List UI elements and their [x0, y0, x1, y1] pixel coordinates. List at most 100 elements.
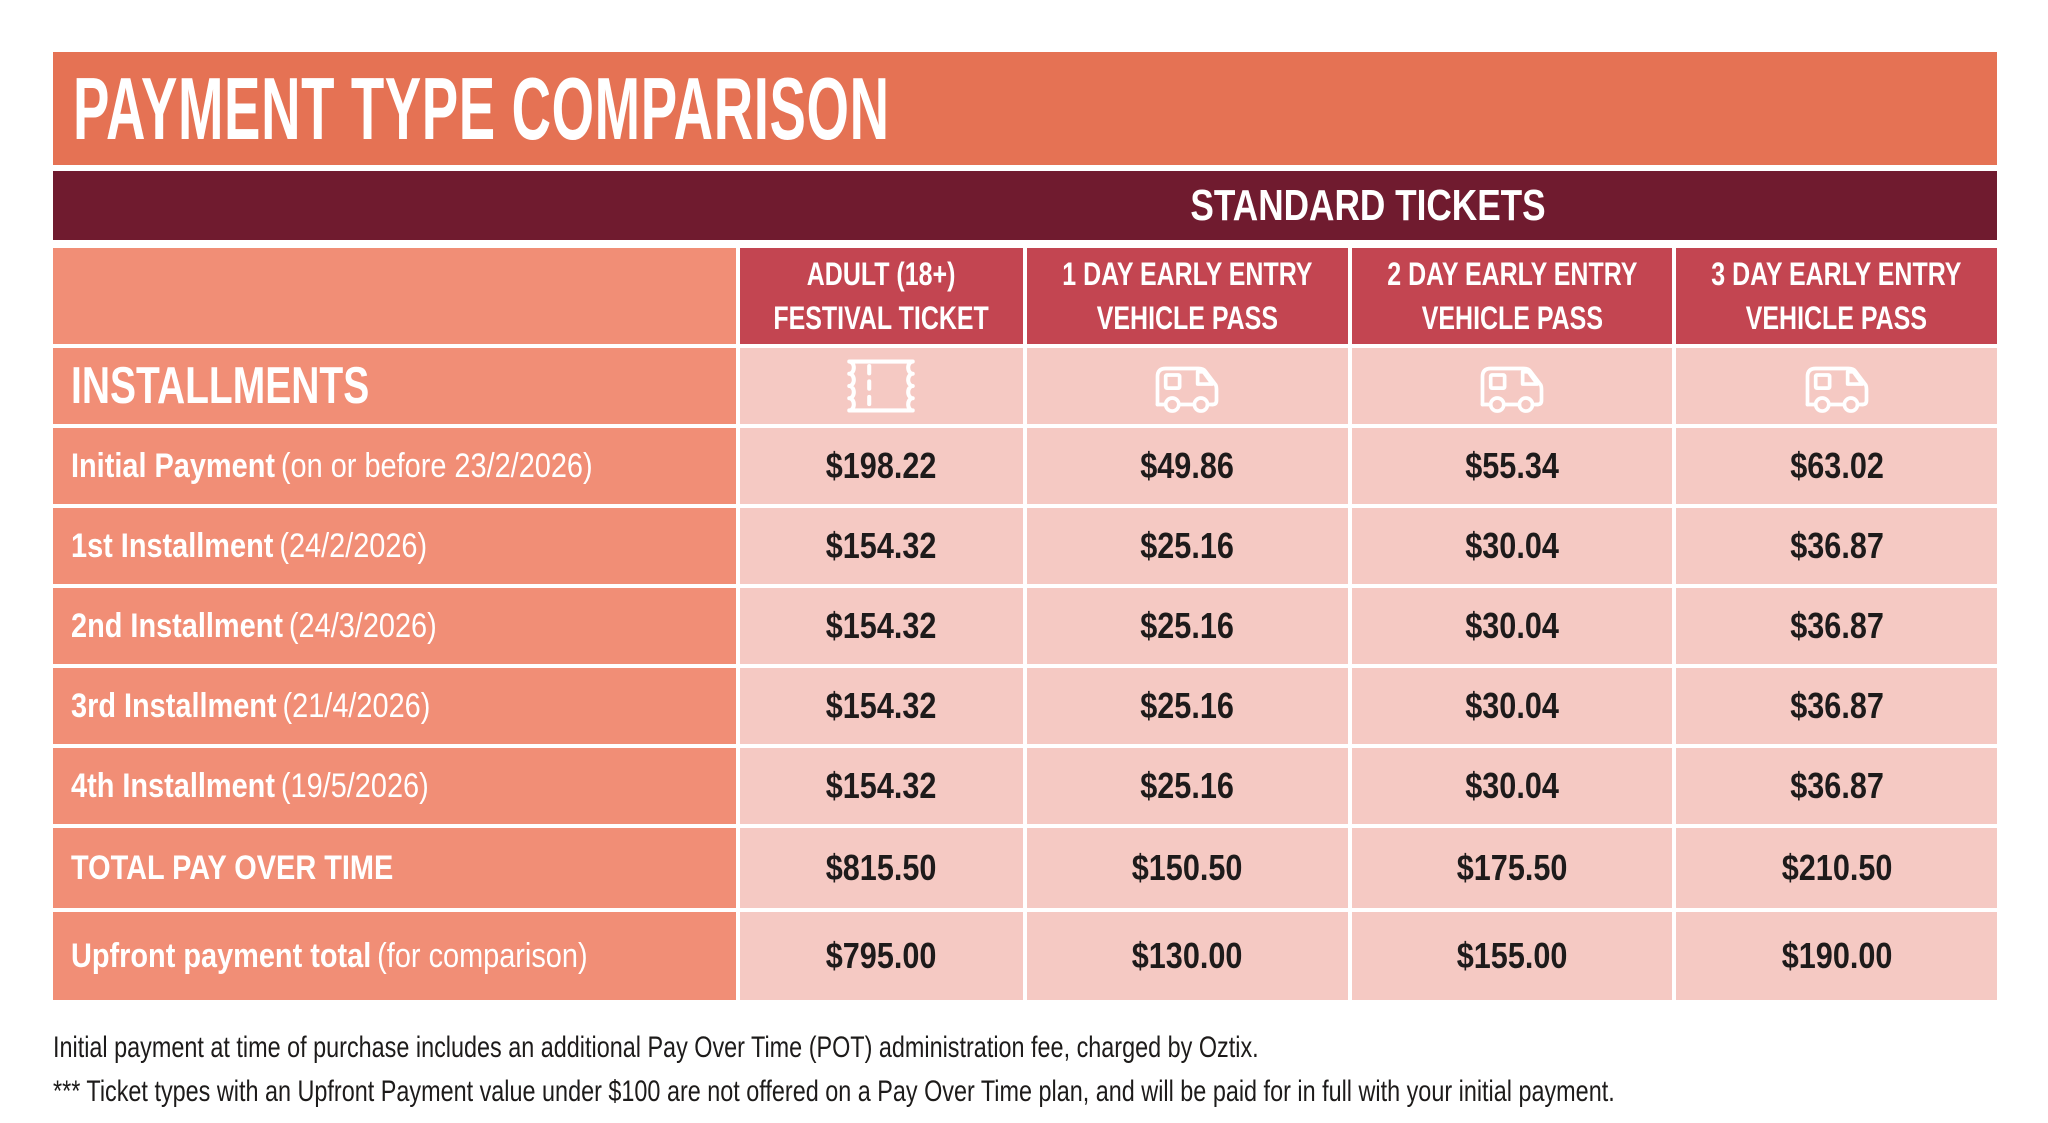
footnote: Initial payment at time of purchase incl…: [53, 1031, 1259, 1064]
row-label-cell-total: TOTAL PAY OVER TIME: [53, 828, 736, 908]
row-label: Upfront payment total: [71, 936, 372, 975]
value-cell: $36.87: [1676, 748, 1997, 824]
value-cell: $190.00: [1676, 912, 1997, 1000]
title-bar: PAYMENT TYPE COMPARISON: [53, 52, 1997, 165]
icon-cell: [1026, 348, 1348, 424]
row-label: 3rd Installment: [71, 686, 277, 725]
cell-value: $154.32: [826, 685, 937, 726]
value-cell: $154.32: [740, 588, 1023, 664]
value-cell: $30.04: [1351, 508, 1673, 584]
cell-value: $25.16: [1140, 685, 1234, 726]
value-cell: $815.50: [740, 828, 1023, 908]
row-label: 1st Installment: [71, 526, 274, 565]
footnotes: Initial payment at time of purchase incl…: [53, 1026, 1993, 1114]
row-label-cell-upfront: Upfront payment total (for comparison): [53, 912, 736, 1000]
column-header-2day-vehicle-pass: 2 DAY EARLY ENTRY VEHICLE PASS: [1351, 248, 1673, 344]
installments-group-label-cell: INSTALLMENTS: [53, 348, 736, 424]
row-label-cell: 1st Installment (24/2/2026): [53, 508, 736, 584]
cell-value: $30.04: [1465, 525, 1559, 566]
value-cell: $25.16: [1026, 588, 1348, 664]
cell-value: $30.04: [1465, 765, 1559, 806]
footnote: *** Ticket types with an Upfront Payment…: [53, 1075, 1615, 1108]
row-label-note: (24/2/2026): [279, 526, 428, 565]
cell-value: $25.16: [1140, 525, 1234, 566]
cell-value: $155.00: [1456, 935, 1568, 976]
value-cell: $36.87: [1676, 668, 1997, 744]
ticket-icon: [847, 359, 916, 413]
cell-value: $63.02: [1789, 445, 1884, 486]
row-label-note: (24/3/2026): [288, 606, 437, 645]
value-cell: $55.34: [1351, 428, 1673, 504]
value-cell: $36.87: [1676, 588, 1997, 664]
cell-value: $36.87: [1789, 525, 1884, 566]
cell-value: $815.50: [826, 847, 937, 888]
cell-value: $36.87: [1789, 685, 1884, 726]
row-label-cell: 4th Installment (19/5/2026): [53, 748, 736, 824]
value-cell: $30.04: [1351, 668, 1673, 744]
value-cell: $210.50: [1676, 828, 1997, 908]
cell-value: $150.50: [1131, 847, 1243, 888]
cell-value: $154.32: [826, 605, 937, 646]
value-cell: $130.00: [1026, 912, 1348, 1000]
row-label-note: (19/5/2026): [280, 766, 429, 805]
value-cell: $175.50: [1351, 828, 1673, 908]
cell-value: $49.86: [1140, 445, 1234, 486]
icon-cell: [1676, 348, 1997, 424]
payment-comparison-table: PAYMENT TYPE COMPARISON STANDARD TICKETS…: [53, 52, 1997, 1000]
cell-value: $175.50: [1456, 847, 1568, 888]
cell-value: $55.34: [1465, 445, 1559, 486]
cell-value: $36.87: [1789, 605, 1884, 646]
value-cell: $30.04: [1351, 588, 1673, 664]
value-cell: $154.32: [740, 508, 1023, 584]
column-header-label: ADULT (18+) FESTIVAL TICKET: [773, 256, 990, 336]
cell-value: $198.22: [826, 445, 937, 486]
campervan-icon: [1155, 366, 1219, 413]
value-cell: $49.86: [1026, 428, 1348, 504]
row-label-cell: 2nd Installment (24/3/2026): [53, 588, 736, 664]
column-header-3day-vehicle-pass: 3 DAY EARLY ENTRY VEHICLE PASS: [1676, 248, 1997, 344]
row-label-cell: Initial Payment (on or before 23/2/2026): [53, 428, 736, 504]
row-label-cell: 3rd Installment (21/4/2026): [53, 668, 736, 744]
column-header-adult-ticket: ADULT (18+) FESTIVAL TICKET: [740, 248, 1023, 344]
value-cell: $150.50: [1026, 828, 1348, 908]
row-label: 4th Installment: [71, 766, 275, 805]
cell-value: $30.04: [1465, 605, 1559, 646]
table-grid: ADULT (18+) FESTIVAL TICKET 1 DAY EARLY …: [53, 248, 1997, 1000]
column-header-label: 3 DAY EARLY ENTRY VEHICLE PASS: [1711, 256, 1962, 336]
value-cell: $25.16: [1026, 668, 1348, 744]
cell-value: $210.50: [1781, 847, 1892, 888]
cell-value: $25.16: [1140, 605, 1234, 646]
cell-value: $36.87: [1789, 765, 1884, 806]
value-cell: $154.32: [740, 668, 1023, 744]
value-cell: $198.22: [740, 428, 1023, 504]
installments-label: INSTALLMENTS: [71, 357, 370, 415]
cell-value: $130.00: [1131, 935, 1243, 976]
standard-tickets-bar: STANDARD TICKETS: [53, 171, 1997, 240]
cell-value: $30.04: [1465, 685, 1559, 726]
campervan-icon: [1805, 366, 1868, 413]
cell-value: $154.32: [826, 765, 937, 806]
value-cell: $63.02: [1676, 428, 1997, 504]
value-cell: $25.16: [1026, 508, 1348, 584]
value-cell: $36.87: [1676, 508, 1997, 584]
row-label: TOTAL PAY OVER TIME: [71, 848, 394, 887]
cell-value: $795.00: [826, 935, 937, 976]
column-header-label: 1 DAY EARLY ENTRY VEHICLE PASS: [1062, 256, 1313, 336]
icon-cell: [1351, 348, 1673, 424]
row-label-note: (on or before 23/2/2026): [280, 446, 593, 485]
column-header-label: 2 DAY EARLY ENTRY VEHICLE PASS: [1386, 256, 1638, 336]
row-label-note: (21/4/2026): [282, 686, 431, 725]
row-label-note: (for comparison): [377, 936, 588, 975]
value-cell: $795.00: [740, 912, 1023, 1000]
cell-value: $190.00: [1781, 935, 1892, 976]
row-label: Initial Payment: [71, 446, 275, 485]
cell-value: $25.16: [1140, 765, 1234, 806]
value-cell: $154.32: [740, 748, 1023, 824]
column-header-1day-vehicle-pass: 1 DAY EARLY ENTRY VEHICLE PASS: [1026, 248, 1348, 344]
value-cell: $30.04: [1351, 748, 1673, 824]
icon-cell: [740, 348, 1023, 424]
section-title: STANDARD TICKETS: [1190, 180, 1547, 230]
row-label: 2nd Installment: [71, 606, 283, 645]
corner-cell: [53, 248, 736, 344]
value-cell: $155.00: [1351, 912, 1673, 1000]
